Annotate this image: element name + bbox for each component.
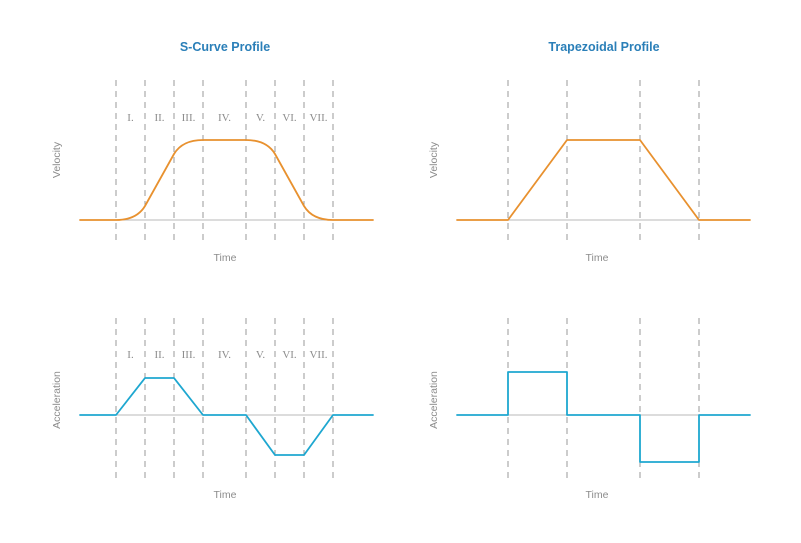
scurve-acceleration-phase-1: I. [127,349,134,361]
trapezoidal-velocity-ylabel: Velocity [428,141,440,178]
scurve-acceleration-phase-7: VII. [309,349,327,361]
scurve-velocity-phase-2: II. [154,112,164,124]
scurve-acceleration-phase-6: VI. [282,349,297,361]
scurve-velocity-phase-4: IV. [218,112,231,124]
scurve-velocity-phase-1: I. [127,112,134,124]
trapezoidal-acceleration-curve [456,371,751,463]
trapezoidal-acceleration-ylabel: Acceleration [428,371,440,429]
trapezoidal-acceleration-xlabel: Time [586,489,609,501]
scurve-velocity-xlabel: Time [214,252,237,264]
scurve-acceleration-panel: I. II. III. IV. V. VI. VII. Acceleration… [51,318,374,501]
scurve-acceleration-phase-2: II. [154,349,164,361]
scurve-velocity-phase-6: VI. [282,112,297,124]
scurve-acceleration-phase-3: III. [182,349,196,361]
scurve-acceleration-phase-5: V. [256,349,266,361]
trapezoidal-velocity-xlabel: Time [586,252,609,264]
scurve-velocity-curve [79,139,374,221]
scurve-acceleration-xlabel: Time [214,489,237,501]
scurve-velocity-phase-5: V. [256,112,266,124]
trapezoidal-velocity-panel: Velocity Time [428,80,751,264]
scurve-acceleration-ylabel: Acceleration [51,371,63,429]
scurve-acceleration-curve [79,377,374,456]
scurve-velocity-panel: I. II. III. IV. V. VI. VII. Velocity Tim… [51,80,374,264]
scurve-velocity-phase-7: VII. [309,112,327,124]
scurve-velocity-phase-3: III. [182,112,196,124]
scurve-title: S-Curve Profile [180,40,270,54]
scurve-velocity-ylabel: Velocity [51,141,63,178]
scurve-acceleration-phase-4: IV. [218,349,231,361]
trapezoidal-title: Trapezoidal Profile [548,40,659,54]
trapezoidal-acceleration-panel: Acceleration Time [428,318,751,501]
trapezoidal-velocity-curve [456,139,751,221]
